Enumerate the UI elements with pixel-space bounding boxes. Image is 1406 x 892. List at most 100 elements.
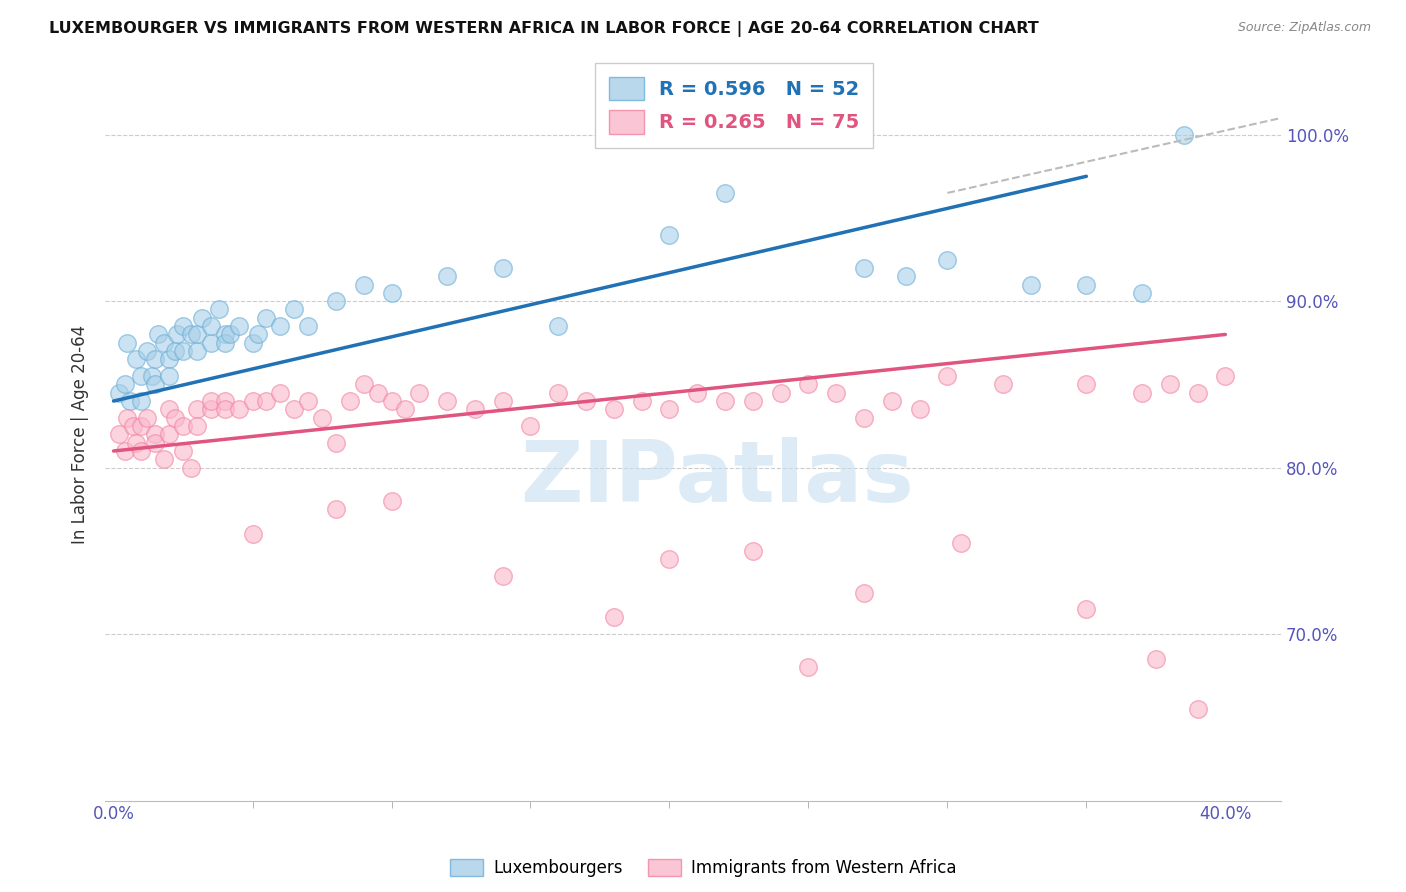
Point: [247, 327, 270, 342]
Point: [166, 327, 188, 342]
Point: [853, 410, 876, 425]
Point: [741, 544, 763, 558]
Point: [311, 410, 333, 425]
Point: [283, 302, 305, 317]
Point: [228, 402, 250, 417]
Point: [853, 260, 876, 275]
Point: [269, 319, 291, 334]
Point: [380, 285, 402, 300]
Point: [200, 335, 222, 350]
Point: [157, 352, 180, 367]
Point: [254, 394, 277, 409]
Point: [143, 377, 166, 392]
Point: [603, 610, 626, 624]
Point: [1159, 377, 1181, 392]
Point: [108, 385, 131, 400]
Legend: R = 0.596   N = 52, R = 0.265   N = 75: R = 0.596 N = 52, R = 0.265 N = 75: [595, 63, 873, 147]
Point: [936, 252, 959, 267]
Point: [120, 394, 142, 409]
Point: [208, 302, 231, 317]
Point: [325, 435, 347, 450]
Point: [269, 385, 291, 400]
Point: [630, 394, 652, 409]
Point: [131, 394, 153, 409]
Point: [242, 394, 264, 409]
Point: [163, 344, 186, 359]
Point: [492, 569, 515, 583]
Point: [1130, 285, 1153, 300]
Point: [1144, 652, 1167, 666]
Point: [894, 269, 917, 284]
Point: [325, 502, 347, 516]
Point: [492, 394, 515, 409]
Point: [108, 427, 131, 442]
Point: [714, 186, 737, 200]
Point: [143, 352, 166, 367]
Point: [214, 335, 236, 350]
Point: [950, 535, 973, 549]
Point: [991, 377, 1014, 392]
Point: [575, 394, 598, 409]
Point: [741, 394, 763, 409]
Point: [152, 452, 174, 467]
Point: [186, 327, 208, 342]
Point: [219, 327, 242, 342]
Point: [114, 377, 136, 392]
Point: [658, 552, 681, 566]
Point: [686, 385, 709, 400]
Point: [353, 377, 375, 392]
Point: [853, 585, 876, 599]
Point: [117, 410, 139, 425]
Point: [135, 410, 157, 425]
Point: [125, 435, 148, 450]
Point: [408, 385, 430, 400]
Point: [172, 344, 194, 359]
Point: [1187, 385, 1209, 400]
Point: [186, 419, 208, 434]
Point: [122, 419, 145, 434]
Point: [367, 385, 389, 400]
Point: [172, 444, 194, 458]
Point: [125, 352, 148, 367]
Point: [143, 427, 166, 442]
Point: [1076, 377, 1098, 392]
Point: [797, 128, 820, 142]
Point: [547, 385, 569, 400]
Point: [163, 410, 186, 425]
Point: [658, 402, 681, 417]
Point: [658, 227, 681, 242]
Point: [186, 344, 208, 359]
Point: [254, 310, 277, 325]
Point: [1076, 277, 1098, 292]
Point: [131, 444, 153, 458]
Point: [214, 327, 236, 342]
Point: [143, 435, 166, 450]
Point: [242, 527, 264, 541]
Point: [436, 394, 458, 409]
Legend: Luxembourgers, Immigrants from Western Africa: Luxembourgers, Immigrants from Western A…: [443, 852, 963, 884]
Point: [214, 402, 236, 417]
Point: [1187, 702, 1209, 716]
Point: [200, 394, 222, 409]
Point: [228, 319, 250, 334]
Point: [353, 277, 375, 292]
Point: [172, 319, 194, 334]
Point: [1076, 602, 1098, 616]
Point: [908, 402, 931, 417]
Point: [492, 260, 515, 275]
Point: [380, 394, 402, 409]
Point: [325, 294, 347, 309]
Point: [191, 310, 214, 325]
Point: [797, 377, 820, 392]
Text: LUXEMBOURGER VS IMMIGRANTS FROM WESTERN AFRICA IN LABOR FORCE | AGE 20-64 CORREL: LUXEMBOURGER VS IMMIGRANTS FROM WESTERN …: [49, 21, 1039, 37]
Point: [1173, 128, 1195, 142]
Point: [1130, 385, 1153, 400]
Point: [547, 319, 569, 334]
Point: [200, 402, 222, 417]
Point: [117, 335, 139, 350]
Point: [157, 402, 180, 417]
Point: [131, 419, 153, 434]
Point: [186, 402, 208, 417]
Point: [152, 335, 174, 350]
Point: [436, 269, 458, 284]
